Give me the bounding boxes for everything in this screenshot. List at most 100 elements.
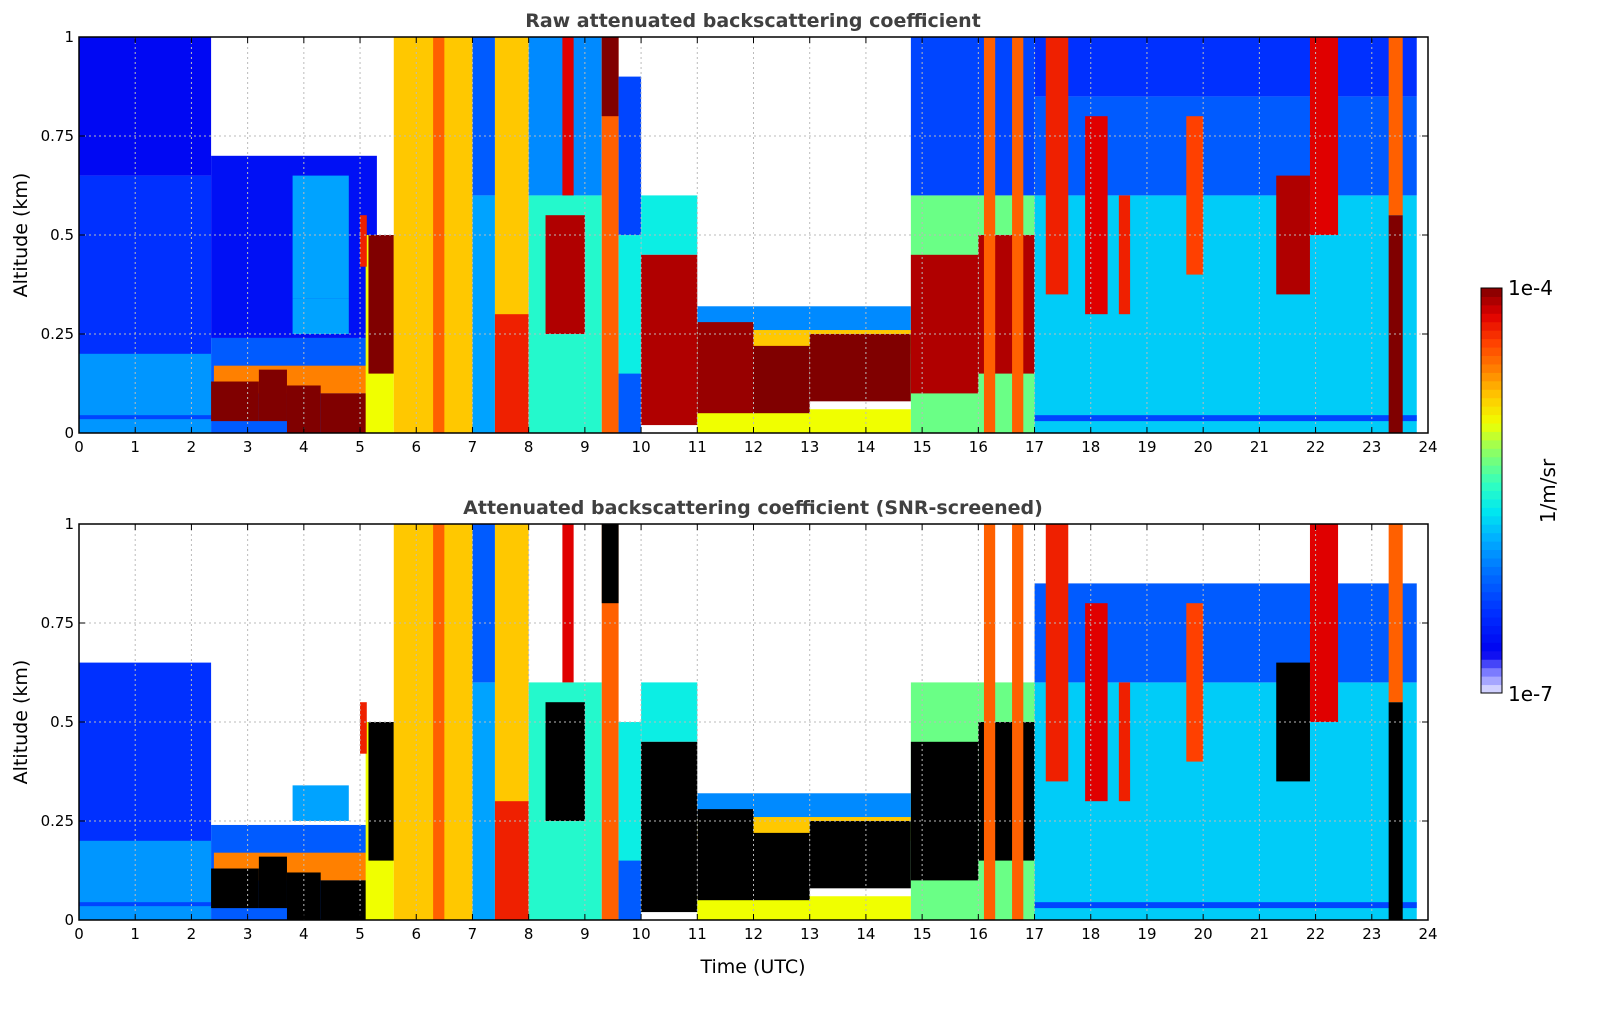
colorbar-band — [1481, 633, 1502, 643]
heatmap-cell — [292, 785, 349, 821]
colorbar-band — [1481, 583, 1502, 593]
heatmap-cell — [697, 322, 754, 414]
heatmap-cell — [258, 856, 287, 909]
heatmap-cell — [697, 896, 911, 920]
x-tick-label: 6 — [411, 925, 421, 943]
colorbar-min-label: 1e-7 — [1508, 682, 1553, 706]
colorbar-band — [1481, 439, 1502, 449]
x-tick-label: 21 — [1250, 438, 1269, 456]
colorbar-band — [1481, 397, 1502, 407]
colorbar-band — [1481, 414, 1502, 424]
y-axis-label: Altitude (km) — [10, 173, 32, 298]
x-tick-label: 5 — [355, 925, 365, 943]
heatmap-cell — [211, 868, 259, 909]
colorbar-band — [1481, 667, 1502, 677]
heatmap-cell — [641, 682, 698, 742]
heatmap-cell — [1388, 524, 1403, 703]
heatmap-cell — [79, 415, 212, 420]
x-tick-label: 14 — [856, 438, 875, 456]
heatmap-cell — [292, 175, 349, 299]
x-tick-label: 7 — [468, 925, 478, 943]
x-tick-label: 2 — [187, 925, 197, 943]
heatmap-cell — [1388, 37, 1403, 216]
gridlines — [78, 523, 1429, 921]
x-tick-label: 0 — [74, 925, 84, 943]
heatmap-cell — [1186, 603, 1204, 762]
colorbar-band — [1481, 684, 1502, 694]
heatmap-cell — [618, 860, 642, 920]
x-tick-label: 23 — [1362, 438, 1381, 456]
x-tick-label: 5 — [355, 438, 365, 456]
heatmap-cell — [258, 369, 287, 422]
heatmap-cell — [494, 314, 529, 433]
colorbar-band — [1481, 355, 1502, 365]
panel-title: Raw attenuated backscattering coefficien… — [525, 10, 981, 32]
colorbar-band — [1481, 642, 1502, 652]
x-tick-label: 21 — [1250, 925, 1269, 943]
heatmap-cell — [697, 409, 911, 433]
heatmap-cell — [320, 393, 372, 433]
x-tick-label: 22 — [1306, 438, 1325, 456]
heatmap-cell — [1045, 524, 1069, 782]
x-tick-label: 9 — [580, 925, 590, 943]
colorbar-band — [1481, 558, 1502, 567]
heatmap-cell — [1012, 37, 1024, 433]
y-tick-label: 0 — [64, 911, 74, 929]
heatmap-cell — [368, 722, 394, 861]
heatmap-cell — [79, 353, 212, 433]
x-tick-label: 8 — [524, 438, 534, 456]
x-axis-label: Time (UTC) — [699, 956, 805, 978]
heatmap-cell — [809, 334, 911, 402]
heatmap-cell — [641, 195, 698, 255]
colorbar-band — [1481, 482, 1502, 491]
heatmap-cell — [292, 298, 349, 334]
heatmap-cell — [753, 345, 810, 414]
x-tick-label: 4 — [299, 438, 309, 456]
snr-screened-panel: Attenuated backscattering coefficient (S… — [10, 497, 1438, 943]
heatmap-cell — [1034, 415, 1417, 422]
y-tick-label: 0.75 — [41, 127, 74, 145]
y-tick-label: 0 — [64, 424, 74, 442]
y-axis-label: Altitude (km) — [10, 660, 32, 785]
x-tick-label: 14 — [856, 925, 875, 943]
colorbar-band — [1481, 465, 1502, 475]
heatmap-cell — [545, 702, 585, 821]
x-tick-label: 15 — [913, 438, 932, 456]
colorbar-band — [1481, 423, 1502, 432]
colorbar-max-label: 1e-4 — [1508, 276, 1553, 300]
x-tick-label: 24 — [1418, 438, 1437, 456]
heatmap-cell — [79, 902, 212, 907]
x-tick-label: 12 — [744, 925, 763, 943]
heatmap-cell — [368, 235, 394, 374]
colorbar-band — [1481, 473, 1502, 483]
heatmap-cell — [360, 215, 367, 267]
heatmap-cell — [1085, 116, 1108, 315]
x-tick-label: 9 — [580, 438, 590, 456]
heatmap-cell — [562, 37, 574, 196]
heatmap-cell — [1186, 116, 1204, 275]
colorbar-band — [1481, 532, 1502, 542]
colorbar-band — [1481, 541, 1502, 551]
heatmap-cell — [545, 215, 585, 334]
x-tick-label: 16 — [969, 438, 988, 456]
colorbar-band — [1481, 431, 1502, 441]
colorbar: 1e-4 1e-7 1/m/sr — [1480, 276, 1560, 706]
heatmap-cell — [641, 254, 698, 426]
colorbar-band — [1481, 321, 1502, 331]
x-tick-label: 17 — [1025, 925, 1044, 943]
colorbar-band — [1481, 515, 1502, 525]
heatmap-cell — [697, 809, 754, 901]
colorbar-band — [1481, 498, 1502, 508]
x-tick-label: 20 — [1194, 438, 1213, 456]
x-tick-label: 16 — [969, 925, 988, 943]
x-tick-label: 23 — [1362, 925, 1381, 943]
colorbar-band — [1481, 372, 1502, 382]
heatmap-cell — [1085, 603, 1108, 802]
heatmap-cell — [809, 821, 911, 889]
y-tick-label: 0.5 — [50, 226, 74, 244]
colorbar-band — [1481, 380, 1502, 390]
colorbar-band — [1481, 448, 1502, 458]
heatmap-cell — [1118, 682, 1131, 802]
x-tick-label: 11 — [688, 925, 707, 943]
heatmap-cell — [472, 37, 495, 196]
